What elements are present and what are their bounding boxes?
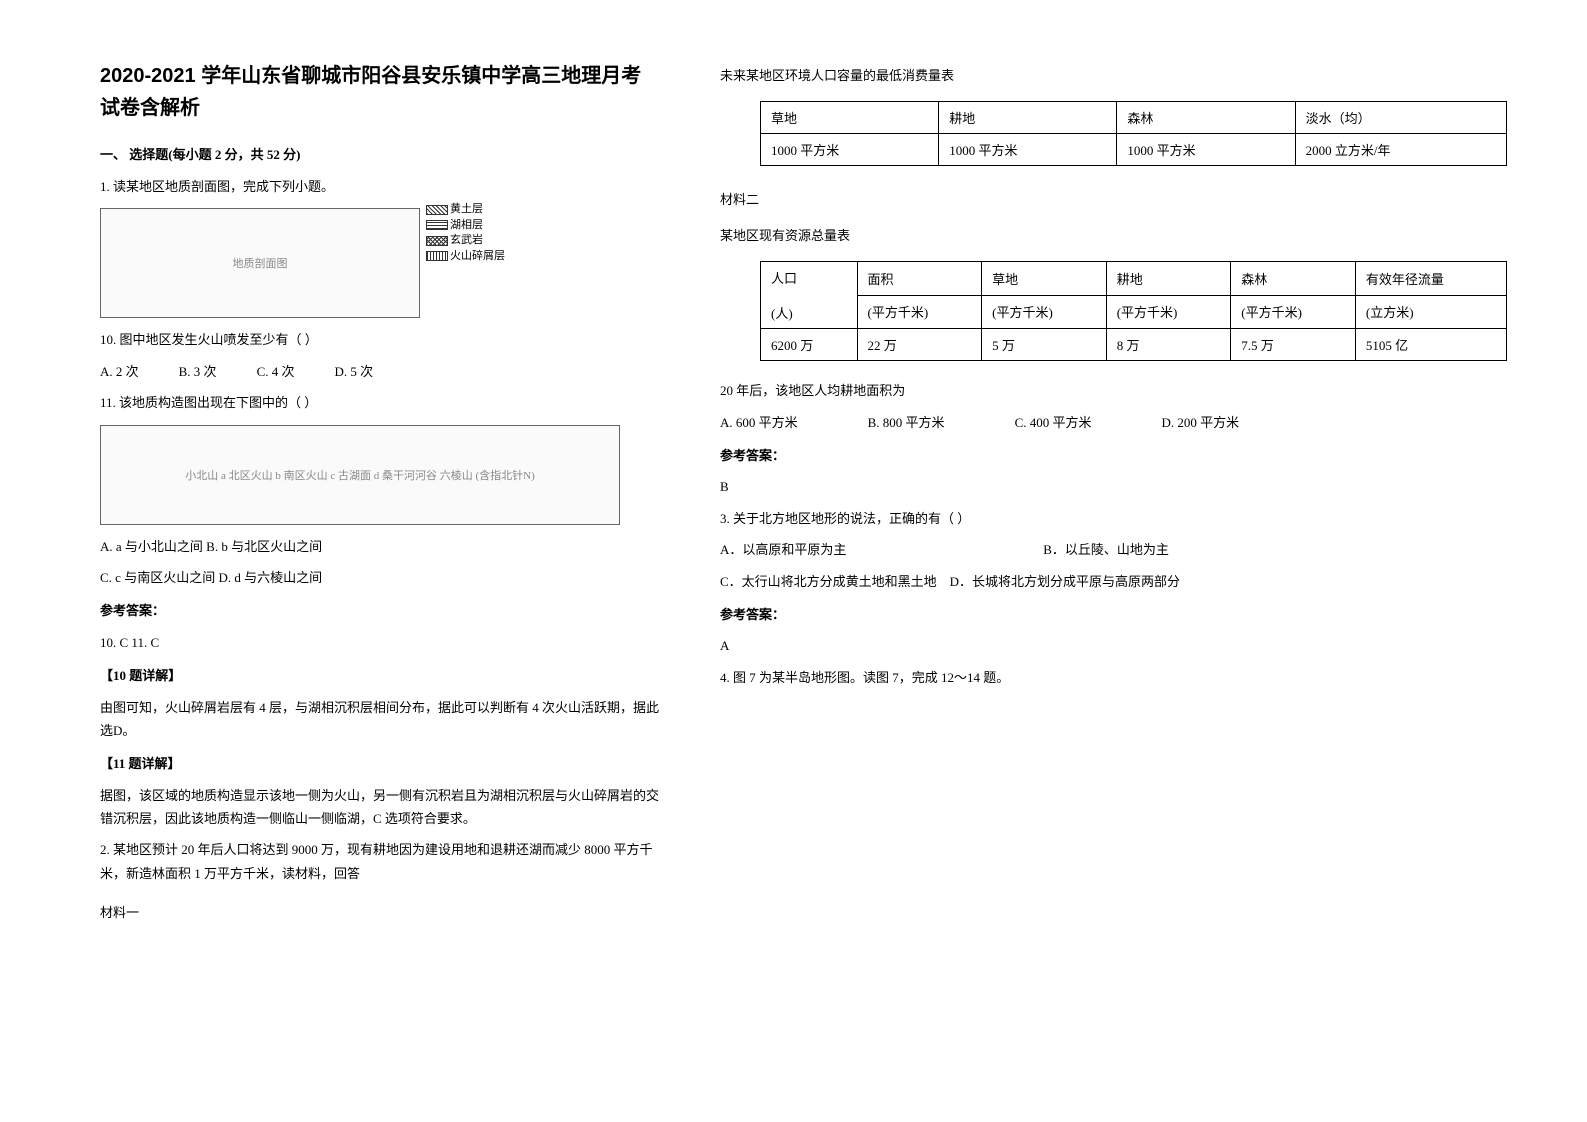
q1-sub11-options-cd: C. c 与南区火山之间 D. d 与六棱山之间 xyxy=(100,566,660,589)
q3-answer-label: 参考答案： xyxy=(720,603,1507,626)
q2-answer-label: 参考答案： xyxy=(720,444,1507,467)
q1-answer-label: 参考答案： xyxy=(100,599,660,622)
q1-sub10-options: A. 2 次 B. 3 次 C. 4 次 D. 5 次 xyxy=(100,360,660,383)
q2-table-resources: 人口 (人) 面积 草地 耕地 森林 有效年径流量 (平方千米) (平方千米) … xyxy=(760,261,1507,361)
q2-material1-caption: 未来某地区环境人口容量的最低消费量表 xyxy=(720,64,1507,87)
section-heading: 一、 选择题(每小题 2 分，共 52 分) xyxy=(100,144,660,163)
q3-stem: 3. 关于北方地区地形的说法，正确的有（ ） xyxy=(720,507,1507,530)
q1-sub10-stem: 10. 图中地区发生火山喷发至少有（ ） xyxy=(100,328,660,351)
q1-figure-landscape: 小北山 a 北区火山 b 南区火山 c 古湖面 d 桑干河河谷 六棱山 (含指北… xyxy=(100,425,620,525)
q1-sub11-options-ab: A. a 与小北山之间 B. b 与北区火山之间 xyxy=(100,535,660,558)
q1-explain10-body: 由图可知，火山碎屑岩层有 4 层，与湖相沉积层相间分布，据此可以判断有 4 次火… xyxy=(100,696,660,743)
q4-stem: 4. 图 7 为某半岛地形图。读图 7，完成 12～14 题。 xyxy=(720,666,1507,689)
table-cell-population-header: 人口 (人) xyxy=(761,262,858,329)
q3-answer: A xyxy=(720,634,1507,657)
q2-material2-label: 材料二 xyxy=(720,188,1507,211)
q2-answer: B xyxy=(720,475,1507,498)
q2-stem: 2. 某地区预计 20 年后人口将达到 9000 万，现有耕地因为建设用地和退耕… xyxy=(100,838,660,885)
q1-answers: 10. C 11. C xyxy=(100,631,660,654)
q2-table-min-consumption: 草地 耕地 森林 淡水（均） 1000 平方米 1000 平方米 1000 平方… xyxy=(760,101,1507,166)
q2-sub-stem: 20 年后，该地区人均耕地面积为 xyxy=(720,379,1507,402)
q1-stem: 1. 读某地区地质剖面图，完成下列小题。 xyxy=(100,175,660,198)
q1-figure-geology-section: 地质剖面图 xyxy=(100,208,420,318)
q2-sub-options: A. 600 平方米 B. 800 平方米 C. 400 平方米 D. 200 … xyxy=(720,411,1507,434)
q1-explain10-label: 【10 题详解】 xyxy=(100,664,660,687)
q3-options-row2: C．太行山将北方分成黄土地和黑土地 D．长城将北方划分成平原与高原两部分 xyxy=(720,570,1507,593)
q3-options-row1: A．以高原和平原为主 B．以丘陵、山地为主 xyxy=(720,538,1507,561)
q1-explain11-label: 【11 题详解】 xyxy=(100,752,660,775)
page-title: 2020-2021 学年山东省聊城市阳谷县安乐镇中学高三地理月考试卷含解析 xyxy=(100,60,660,124)
q2-material2-caption: 某地区现有资源总量表 xyxy=(720,224,1507,247)
q2-material1-label: 材料一 xyxy=(100,901,660,924)
q1-figure-legend: 黄土层 湖相层 玄武岩 火山碎屑层 xyxy=(426,202,505,264)
q1-sub11-stem: 11. 该地质构造图出现在下图中的（ ） xyxy=(100,391,660,414)
q1-explain11-body: 据图，该区域的地质构造显示该地一侧为火山，另一侧有沉积岩且为湖相沉积层与火山碎屑… xyxy=(100,784,660,831)
